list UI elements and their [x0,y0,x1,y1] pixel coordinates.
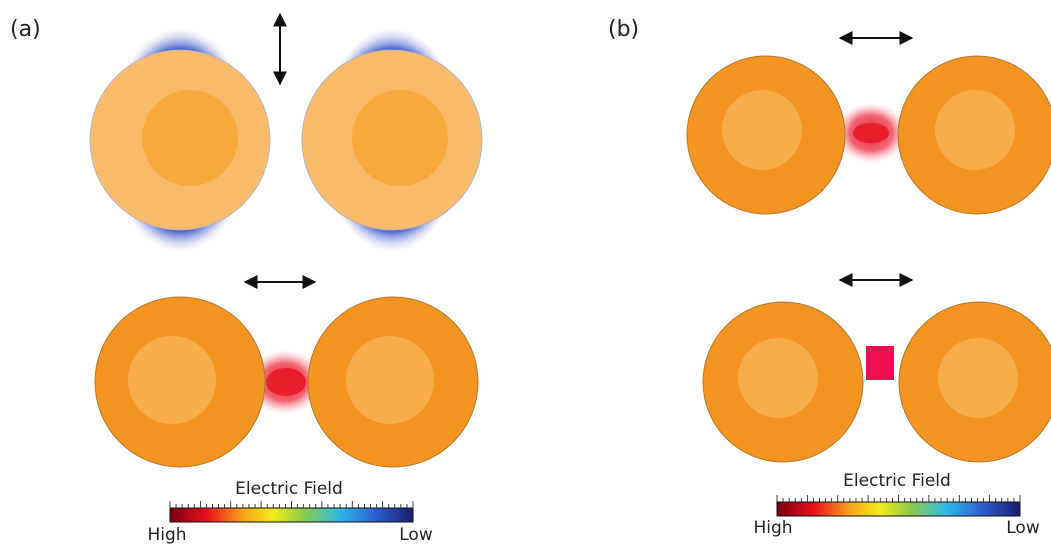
dimer-top [90,28,482,252]
colorbar-high: High [147,525,186,545]
dimer-bottom [703,302,1051,462]
particle-core [352,90,448,186]
colorbar-low: Low [1006,518,1040,538]
particle-core [142,90,238,186]
particle-core [935,90,1015,170]
figure: (a) Electric Field High Low (b) [0,0,1051,546]
dimer-top [687,56,1051,214]
panel-label: (b) [608,17,639,42]
colorbar-title: Electric Field [843,471,951,491]
dimer-bottom [95,297,478,467]
colorbar-high: High [753,518,792,538]
hotspot-core [853,123,889,143]
colorbar [777,502,1020,516]
panel-label: (a) [10,17,41,42]
particle-core [128,336,216,424]
particle-core [346,336,434,424]
particle-core [938,338,1018,418]
colorbar [170,508,413,522]
hotspot-core [266,368,306,396]
particle-core [722,90,802,170]
colorbar-title: Electric Field [235,479,343,499]
colorbar-low: Low [399,525,433,545]
hotspot-core [866,346,894,380]
particle-core [738,338,818,418]
